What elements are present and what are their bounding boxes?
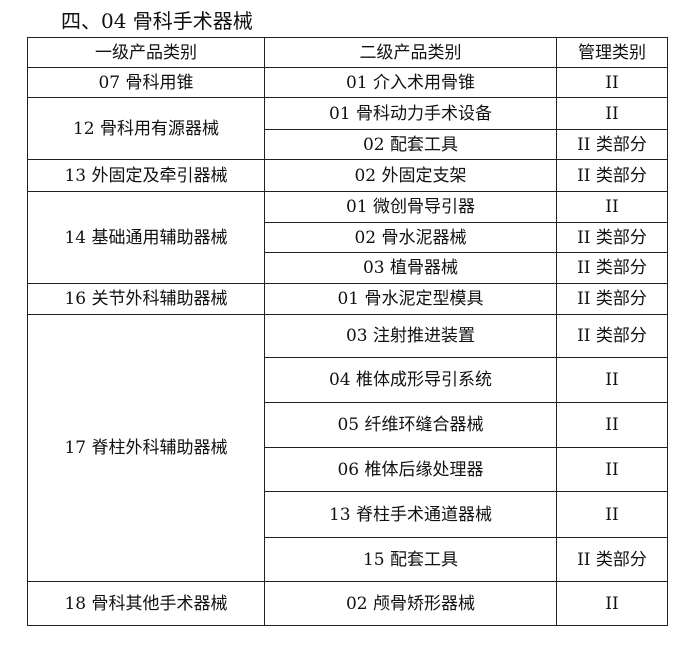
table-row: 15 配套工具 II 类部分 bbox=[28, 537, 668, 582]
management-class-cell: II 类部分 bbox=[556, 159, 668, 192]
secondary-category-cell: 05 纤维环缝合器械 bbox=[264, 402, 557, 448]
classification-table: 一级产品类别 二级产品类别 管理类别 07 骨科用锥 01 介入术用骨锥 II 12 … bbox=[27, 37, 668, 626]
primary-category-cell: 14 基础通用辅助器械 bbox=[27, 191, 265, 284]
table-row: 03 植骨器械 II 类部分 bbox=[28, 252, 668, 284]
management-class-cell: II bbox=[556, 581, 668, 626]
table-row: 06 椎体后缘处理器 II bbox=[28, 447, 668, 492]
management-class-cell: II bbox=[556, 357, 668, 403]
management-class-cell: II 类部分 bbox=[556, 314, 668, 358]
management-class-cell: II 类部分 bbox=[556, 283, 668, 315]
header-management-class: 管理类别 bbox=[556, 37, 668, 68]
secondary-category-cell: 02 外固定支架 bbox=[264, 159, 557, 192]
header-secondary-category: 二级产品类别 bbox=[264, 37, 557, 68]
secondary-category-cell: 02 骨水泥器械 bbox=[264, 222, 557, 253]
table-row: 18 骨科其他手术器械 02 颅骨矫形器械 II bbox=[27, 581, 668, 626]
table-row: 07 骨科用锥 01 介入术用骨锥 II bbox=[27, 67, 668, 98]
table-row: 13 脊柱手术通道器械 II bbox=[28, 491, 668, 538]
table-row: 14 基础通用辅助器械 01 微创骨导引器 II bbox=[27, 191, 668, 284]
table-row: 13 外固定及牵引器械 02 外固定支架 II 类部分 bbox=[27, 159, 668, 192]
primary-category-cell: 18 骨科其他手术器械 bbox=[27, 581, 265, 626]
secondary-category-cell: 04 椎体成形导引系统 bbox=[264, 357, 557, 403]
management-class-cell: II 类部分 bbox=[556, 537, 668, 582]
primary-category-cell: 13 外固定及牵引器械 bbox=[27, 159, 265, 192]
secondary-category-cell: 01 骨科动力手术设备 bbox=[264, 97, 557, 130]
table-row: 04 椎体成形导引系统 II bbox=[28, 357, 668, 403]
management-class-cell: II 类部分 bbox=[556, 252, 668, 284]
secondary-category-cell: 01 介入术用骨锥 bbox=[264, 67, 557, 98]
secondary-category-cell: 02 配套工具 bbox=[264, 129, 557, 160]
secondary-category-cell: 03 植骨器械 bbox=[264, 252, 557, 284]
primary-category-cell: 17 脊柱外科辅助器械 bbox=[27, 314, 265, 582]
secondary-category-cell: 13 脊柱手术通道器械 bbox=[264, 491, 557, 538]
management-class-cell: II bbox=[556, 447, 668, 492]
management-class-cell: II bbox=[556, 191, 668, 223]
secondary-category-cell: 03 注射推进装置 bbox=[264, 314, 557, 358]
primary-category-cell: 12 骨科用有源器械 bbox=[27, 97, 265, 160]
secondary-category-cell: 06 椎体后缘处理器 bbox=[264, 447, 557, 492]
secondary-category-cell: 15 配套工具 bbox=[264, 537, 557, 582]
primary-category-cell: 16 关节外科辅助器械 bbox=[27, 283, 265, 315]
section-title: 四、04 骨科手术器械 bbox=[61, 9, 253, 33]
management-class-cell: II bbox=[556, 67, 668, 98]
management-class-cell: II bbox=[556, 402, 668, 448]
table-row: 17 脊柱外科辅助器械 03 注射推进装置 II 类部分 bbox=[27, 314, 668, 582]
table-row: 02 配套工具 II 类部分 bbox=[28, 129, 668, 160]
secondary-category-cell: 01 骨水泥定型模具 bbox=[264, 283, 557, 315]
management-class-cell: II 类部分 bbox=[556, 129, 668, 160]
header-row: 一级产品类别 二级产品类别 管理类别 bbox=[27, 37, 668, 68]
secondary-category-cell: 01 微创骨导引器 bbox=[264, 191, 557, 223]
primary-category-cell: 07 骨科用锥 bbox=[27, 67, 265, 98]
table-row: 16 关节外科辅助器械 01 骨水泥定型模具 II 类部分 bbox=[27, 283, 668, 315]
management-class-cell: II 类部分 bbox=[556, 222, 668, 253]
header-primary-category: 一级产品类别 bbox=[27, 37, 265, 68]
secondary-category-cell: 02 颅骨矫形器械 bbox=[264, 581, 557, 626]
management-class-cell: II bbox=[556, 491, 668, 538]
table-row: 05 纤维环缝合器械 II bbox=[28, 402, 668, 448]
table-row: 12 骨科用有源器械 01 骨科动力手术设备 II bbox=[27, 97, 668, 160]
management-class-cell: II bbox=[556, 97, 668, 130]
